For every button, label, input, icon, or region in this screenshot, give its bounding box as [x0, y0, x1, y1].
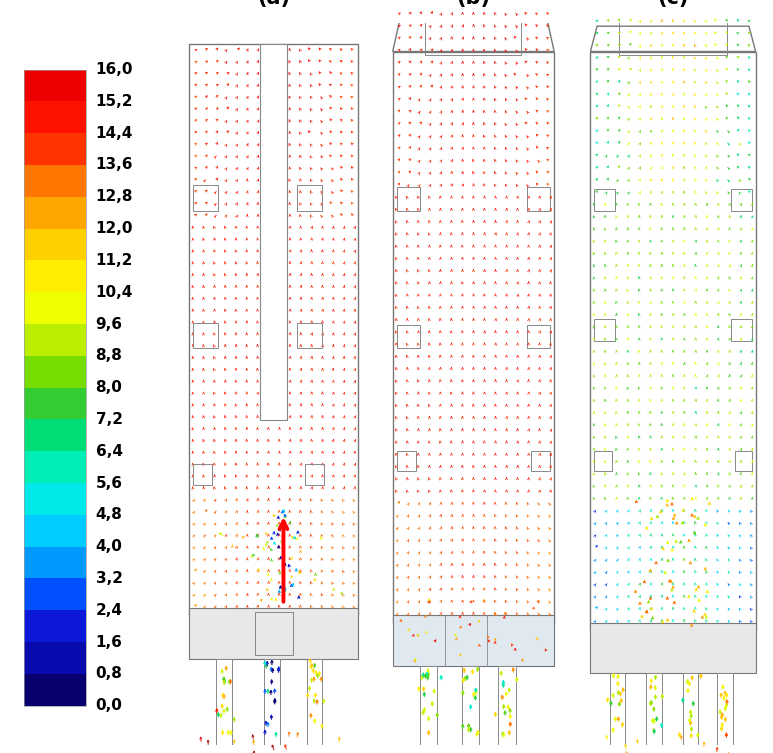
Bar — [730, 319, 752, 340]
Bar — [393, 51, 554, 623]
Bar — [24, 610, 86, 642]
Bar — [307, 659, 322, 745]
Bar — [594, 451, 611, 471]
Bar — [254, 611, 293, 655]
Bar — [189, 608, 359, 659]
Bar — [24, 578, 86, 610]
Bar — [24, 102, 86, 133]
Text: 4,8: 4,8 — [96, 508, 122, 523]
Bar — [594, 319, 615, 340]
Polygon shape — [393, 13, 554, 51]
Bar — [24, 261, 86, 292]
Text: 1,6: 1,6 — [96, 635, 122, 650]
Bar — [610, 673, 625, 745]
Text: 0,8: 0,8 — [96, 666, 122, 681]
Bar — [297, 185, 322, 211]
Bar — [683, 673, 698, 745]
Bar — [591, 623, 756, 673]
Text: 4,0: 4,0 — [96, 539, 122, 554]
Bar — [297, 322, 322, 348]
Text: 11,2: 11,2 — [96, 253, 133, 268]
Bar — [193, 464, 213, 485]
Bar — [193, 185, 218, 211]
Bar — [619, 15, 727, 55]
Bar — [594, 189, 615, 211]
Bar — [531, 450, 550, 471]
Text: (a): (a) — [257, 0, 291, 8]
Text: 9,6: 9,6 — [96, 316, 123, 331]
Text: 6,4: 6,4 — [96, 444, 123, 459]
Text: 8,8: 8,8 — [96, 349, 122, 364]
Text: 7,2: 7,2 — [96, 412, 123, 427]
Bar — [305, 464, 324, 485]
Bar — [499, 666, 516, 745]
Bar — [24, 356, 86, 388]
Bar — [24, 388, 86, 419]
Bar — [24, 419, 86, 451]
Bar — [24, 515, 86, 547]
Text: 12,0: 12,0 — [96, 221, 133, 236]
Text: 10,4: 10,4 — [96, 285, 133, 300]
Bar — [24, 324, 86, 356]
Text: 3,2: 3,2 — [96, 571, 123, 586]
Bar — [527, 187, 550, 211]
Bar — [24, 69, 86, 706]
Bar — [734, 451, 752, 471]
Text: 16,0: 16,0 — [96, 62, 133, 77]
Bar — [24, 642, 86, 674]
Bar — [24, 547, 86, 578]
Bar — [24, 197, 86, 229]
Text: (b): (b) — [456, 0, 490, 8]
Bar — [397, 325, 420, 348]
Bar — [24, 69, 86, 102]
Bar — [24, 451, 86, 483]
Bar — [189, 44, 359, 615]
Text: 5,6: 5,6 — [96, 476, 123, 490]
Bar — [527, 325, 550, 348]
Bar — [420, 666, 437, 745]
Bar — [193, 322, 218, 348]
Bar — [24, 133, 86, 165]
Bar — [717, 673, 733, 745]
Bar — [264, 659, 280, 745]
Text: 12,8: 12,8 — [96, 189, 133, 204]
Bar — [462, 666, 479, 745]
Bar — [24, 165, 86, 197]
Text: (c): (c) — [657, 0, 689, 8]
Bar — [397, 450, 416, 471]
Bar — [24, 229, 86, 261]
Bar — [393, 615, 554, 666]
Bar — [24, 483, 86, 515]
Text: 13,6: 13,6 — [96, 157, 133, 172]
Bar — [425, 12, 522, 55]
Text: 15,2: 15,2 — [96, 94, 133, 109]
Text: 2,4: 2,4 — [96, 603, 123, 617]
Bar — [261, 44, 288, 420]
Polygon shape — [591, 26, 756, 51]
Bar — [216, 659, 232, 745]
Bar — [646, 673, 662, 745]
Text: 0,0: 0,0 — [96, 698, 122, 713]
Bar — [24, 674, 86, 706]
Bar — [591, 51, 756, 630]
Bar — [24, 292, 86, 324]
Bar — [730, 189, 752, 211]
Text: 14,4: 14,4 — [96, 126, 133, 141]
Bar — [397, 187, 420, 211]
Text: 8,0: 8,0 — [96, 380, 122, 395]
